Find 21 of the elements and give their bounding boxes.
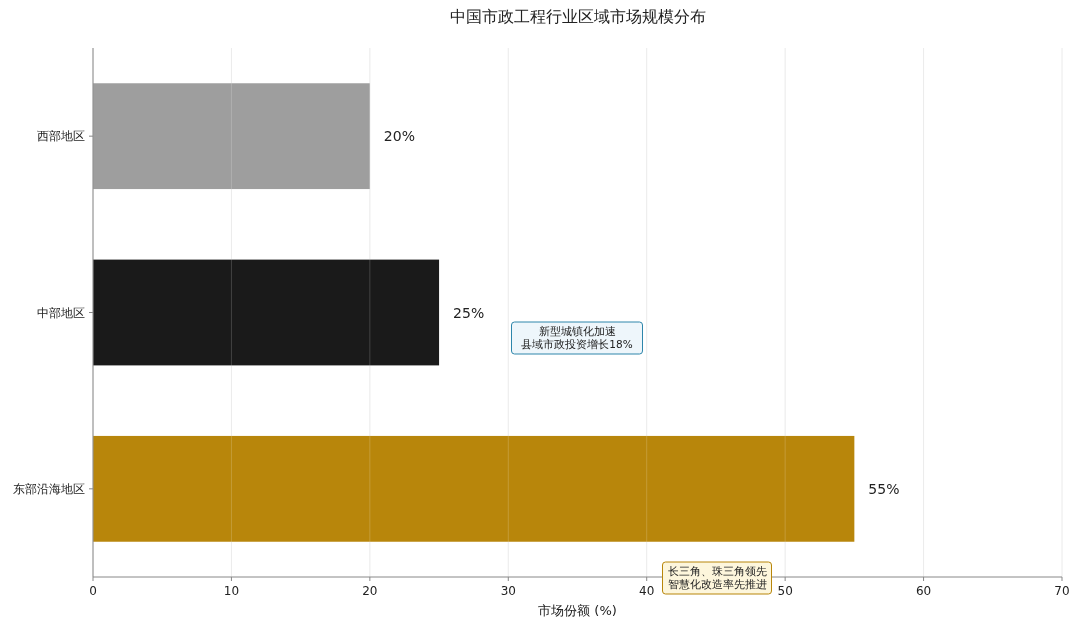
chart-title: 中国市政工程行业区域市场规模分布: [449, 7, 706, 26]
y-tick-label: 中部地区: [37, 305, 85, 320]
bar: [93, 83, 370, 190]
x-tick-label: 20: [362, 584, 378, 598]
x-tick-label: 30: [500, 584, 516, 598]
annotation: 长三角、珠三角领先智慧化改造率先推进: [667, 565, 767, 590]
y-tick-label: 西部地区: [37, 129, 85, 144]
x-tick-label: 40: [639, 584, 655, 598]
data-label: 25%: [453, 304, 485, 321]
bar: [93, 259, 440, 366]
data-label: 55%: [868, 480, 900, 497]
x-axis-title: 市场份额 (%): [538, 603, 617, 618]
x-tick-label: 60: [915, 584, 932, 598]
bar: [93, 435, 855, 542]
data-label: 20%: [383, 128, 415, 145]
x-tick-label: 70: [1054, 584, 1070, 598]
y-tick-label: 东部沿海地区: [13, 481, 85, 496]
x-tick-label: 10: [223, 584, 240, 598]
annotation: 新型城镇化加速县域市政投资增长18%: [521, 325, 633, 350]
x-tick-label: 50: [777, 584, 793, 598]
x-tick-label: 0: [89, 584, 97, 598]
